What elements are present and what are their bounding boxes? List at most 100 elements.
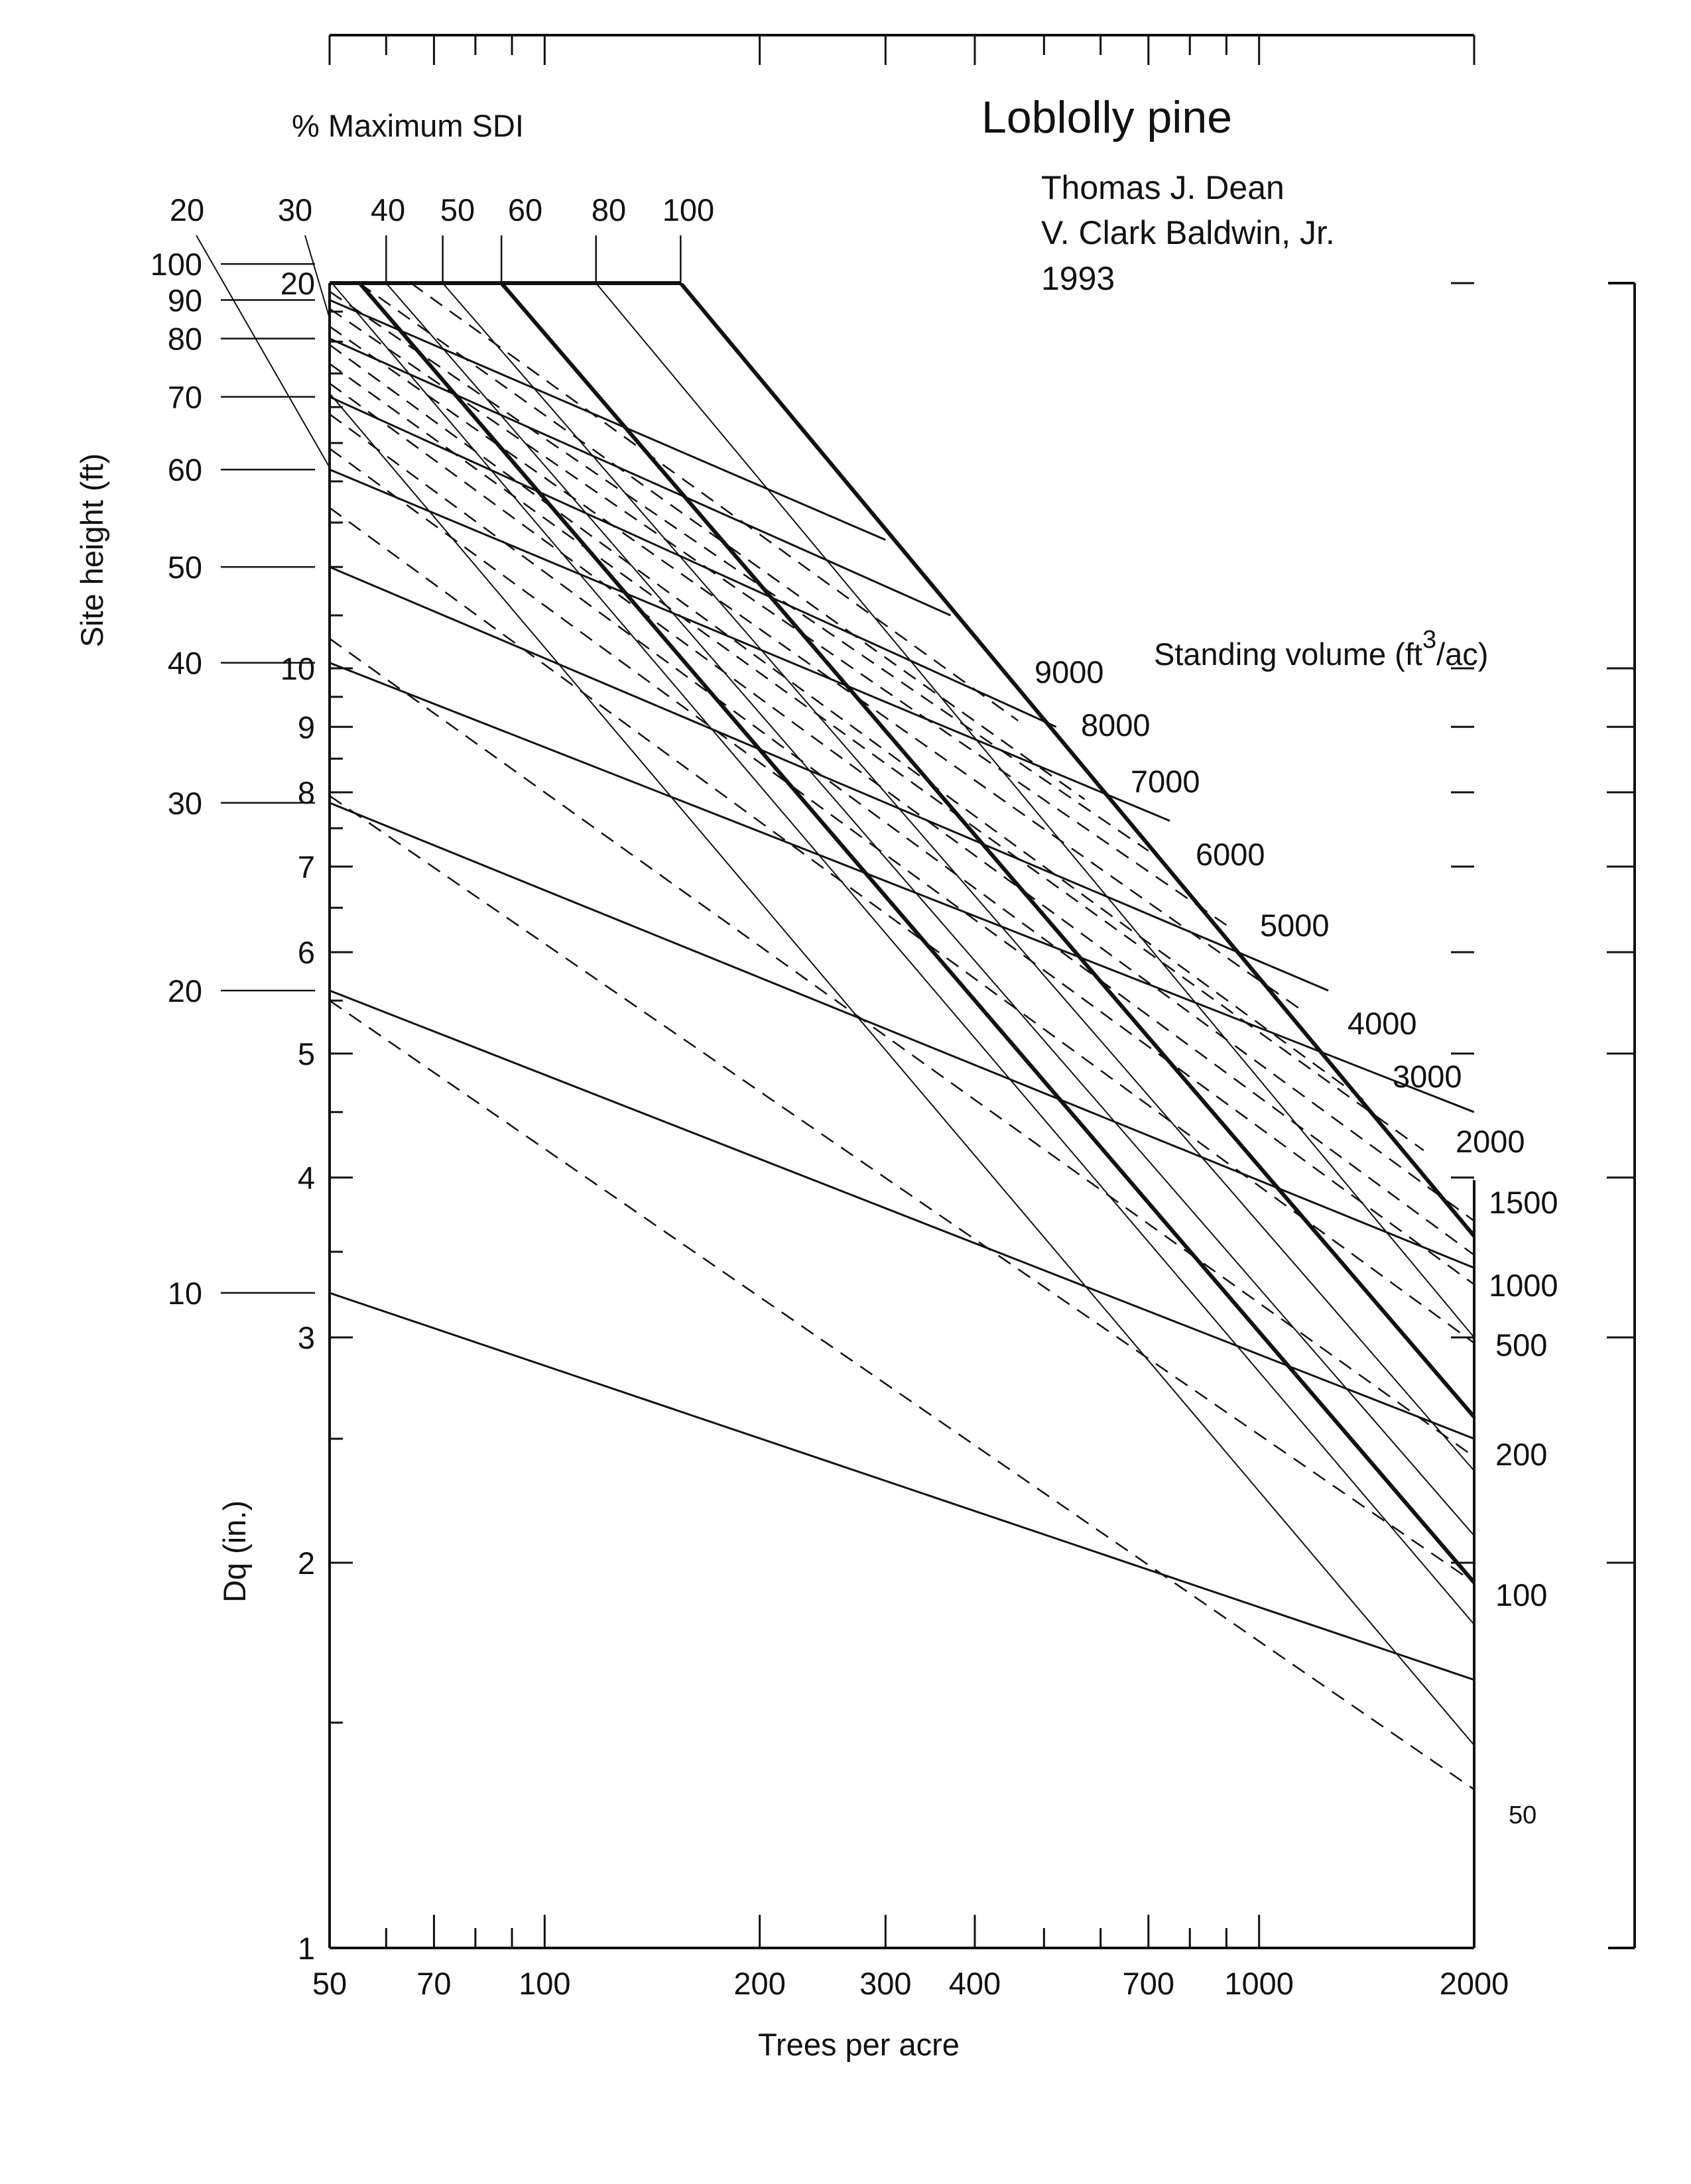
volume-line-1000 — [330, 448, 1474, 1286]
volume-label-sup: 3 — [1422, 626, 1436, 654]
site-height-line-90 — [330, 299, 886, 541]
volume-tick-label: 200 — [1495, 1437, 1547, 1472]
sdi-leader-line-30 — [304, 235, 330, 319]
volume-tick-label: 9000 — [1034, 654, 1104, 690]
volume-line-6000 — [330, 308, 1227, 926]
volume-scale-label: Standing volume (ft3/ac) — [1154, 626, 1488, 672]
sdi-line-50 — [442, 283, 1474, 1471]
x-tick-label: 700 — [1123, 1966, 1174, 2001]
volume-tick-label: 500 — [1495, 1327, 1547, 1363]
site-height-line-50 — [330, 566, 1329, 992]
site-height-line-30 — [330, 802, 1474, 1269]
x-axis-label: Trees per acre — [758, 2027, 960, 2062]
author-line-2: V. Clark Baldwin, Jr. — [1041, 214, 1335, 251]
site-height-tick-label: 90 — [168, 283, 202, 318]
volume-tick-label: 8000 — [1081, 707, 1151, 743]
site-height-line-80 — [330, 337, 952, 617]
volume-label-prefix: Standing volume (ft — [1154, 637, 1422, 672]
volume-tick-label: 5000 — [1260, 908, 1330, 943]
site-height-tick-label: 10 — [168, 1276, 202, 1311]
volume-line-200 — [330, 638, 1474, 1458]
x-tick-label: 200 — [733, 1966, 785, 2001]
volume-line-4000 — [330, 343, 1364, 1101]
chart-lines — [330, 283, 1474, 1790]
volume-line-2000 — [330, 383, 1474, 1222]
site-height-tick-label: 70 — [168, 379, 202, 414]
volume-line-8000 — [358, 283, 1086, 800]
x-tick-label: 1000 — [1224, 1966, 1294, 2001]
volume-tick-label: 2000 — [1456, 1124, 1525, 1159]
volume-line-5000 — [330, 326, 1303, 1012]
chart-title: Loblolly pine — [981, 92, 1232, 143]
site-height-tick-label: 60 — [168, 452, 202, 487]
volume-tick-label: 50 — [1509, 1801, 1536, 1829]
x-tick-label: 300 — [859, 1966, 911, 2001]
volume-tick-label: 1000 — [1489, 1268, 1558, 1303]
sdi-tick-label: 30 — [278, 192, 312, 227]
sdi-scale-label: % Maximum SDI — [292, 108, 524, 143]
y-tick-label: 4 — [298, 1160, 315, 1195]
sdi-line-35 — [357, 283, 1474, 1584]
y-tick-label: 10 — [281, 651, 315, 686]
sdi-tick-label: 50 — [440, 192, 475, 227]
site-height-line-20 — [330, 989, 1474, 1440]
volume-line-3000 — [330, 363, 1424, 1152]
sdi-tick-label: 60 — [508, 192, 542, 227]
sdi-line-40 — [385, 283, 1474, 1536]
volume-tick-label: 1500 — [1489, 1185, 1558, 1220]
chart-text: Loblolly pine Thomas J. Dean V. Clark Ba… — [74, 92, 1488, 2062]
x-tick-label: 400 — [949, 1966, 1001, 2001]
volume-line-1500 — [330, 413, 1474, 1256]
volume-line-7000 — [330, 290, 1149, 852]
volume-tick-label: 100 — [1495, 1577, 1547, 1612]
site-height-tick-label: 40 — [168, 646, 202, 681]
volume-line-50 — [330, 1000, 1474, 1790]
x-tick-label: 2000 — [1440, 1966, 1509, 2001]
y-tick-label: 1 — [298, 1931, 315, 1966]
site-height-axis-label: Site height (ft) — [74, 454, 109, 648]
volume-tick-label: 4000 — [1347, 1006, 1417, 1041]
sdi-tick-label: 20 — [170, 192, 204, 227]
y-tick-label: 9 — [298, 709, 315, 745]
site-height-line-60 — [330, 468, 1170, 822]
volume-line-9000 — [410, 283, 1019, 722]
sdi-line-20 — [330, 393, 1474, 1746]
volume-tick-label: 7000 — [1131, 764, 1200, 799]
y-tick-label: 6 — [298, 935, 315, 970]
y-tick-label: 5 — [298, 1036, 315, 1071]
y-tick-label: 8 — [298, 775, 315, 810]
x-tick-label: 70 — [416, 1966, 451, 2001]
y-tick-label: 7 — [298, 849, 315, 884]
volume-tick-label: 3000 — [1393, 1059, 1462, 1094]
site-height-tick-label: 20 — [168, 973, 202, 1008]
volume-tick-label: 6000 — [1196, 837, 1265, 872]
site-height-tick-label: 50 — [168, 550, 202, 585]
year-label: 1993 — [1041, 260, 1115, 297]
site-height-line-10 — [330, 1292, 1474, 1681]
site-height-tick-label: 30 — [168, 786, 202, 821]
site-height-tick-label: 80 — [168, 322, 202, 357]
site-height-tick-label: 100 — [151, 247, 202, 282]
sdi-line-30 — [331, 283, 1474, 1625]
y-tick-label: 3 — [298, 1320, 315, 1355]
x-tick-label: 50 — [312, 1966, 347, 2001]
sdi-leader-line-20 — [196, 235, 330, 468]
volume-line-500 — [330, 507, 1474, 1344]
y-tick-label: 2 — [298, 1546, 315, 1581]
y-tick-label: 20 — [281, 266, 315, 301]
sdi-line-100 — [679, 283, 1474, 1238]
plot-frame: 50 70 100 200 300 400 700 1000 2000 1 2 3 4 5 6 7 8 9 10 20 — [281, 266, 1509, 2001]
y-axis-label: Dq (in.) — [217, 1500, 252, 1603]
sdi-line-80 — [595, 283, 1474, 1338]
volume-line-100 — [330, 795, 1474, 1583]
sdi-tick-label: 100 — [662, 192, 714, 227]
x-tick-label: 100 — [519, 1966, 570, 2001]
site-height-line-70 — [330, 396, 1057, 728]
author-line-1: Thomas J. Dean — [1041, 169, 1284, 206]
volume-label-suffix: /ac) — [1436, 637, 1488, 672]
sdi-line-60 — [499, 283, 1474, 1419]
sdi-tick-label: 40 — [371, 192, 405, 227]
sdi-tick-label: 80 — [592, 192, 626, 227]
